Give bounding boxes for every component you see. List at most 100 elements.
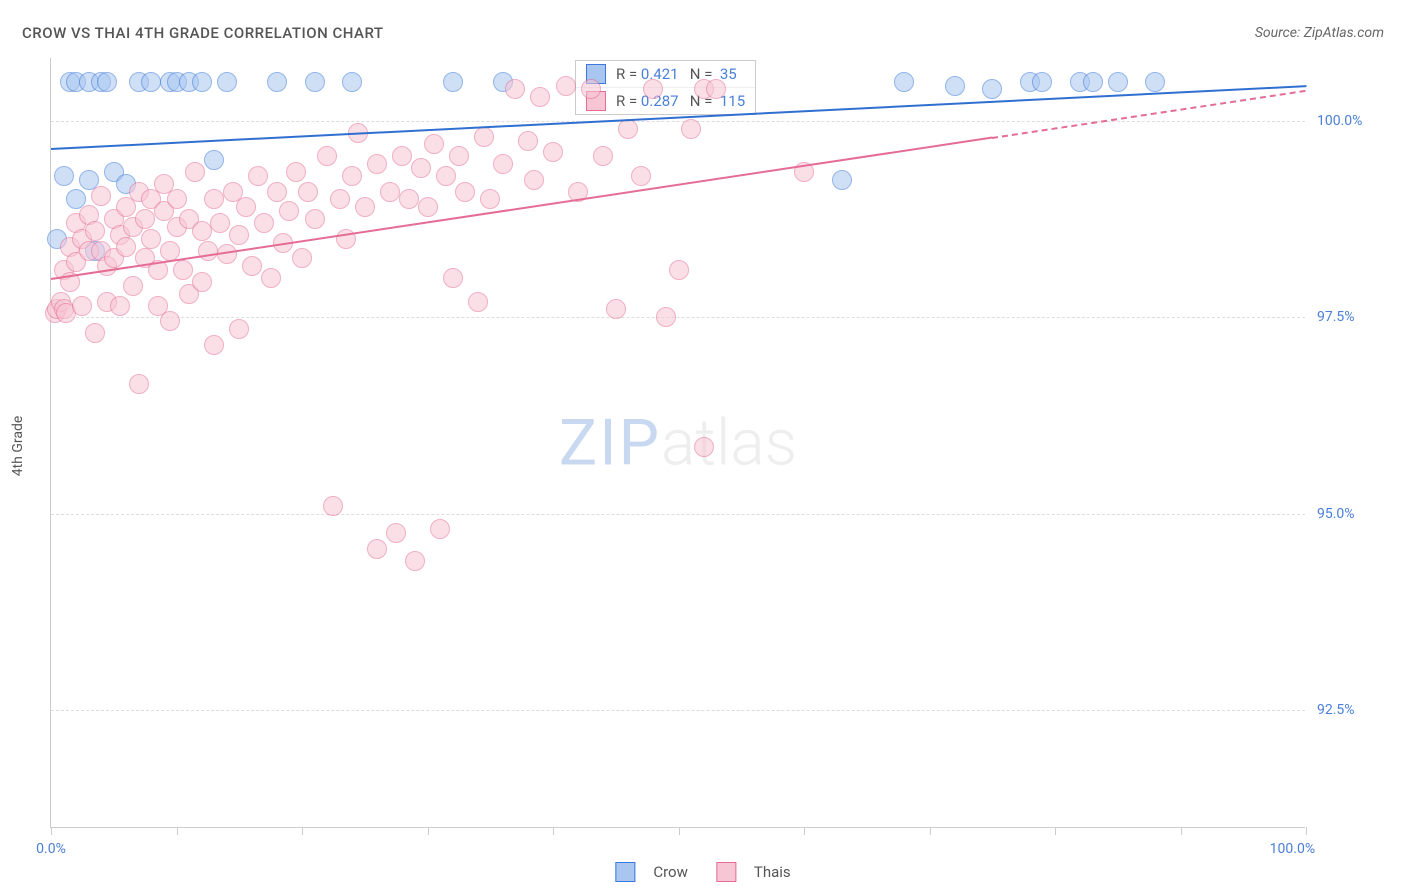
x-tick	[1306, 827, 1307, 835]
scatter-point-thais	[386, 523, 406, 543]
scatter-point-crow	[1145, 72, 1165, 92]
scatter-point-thais	[518, 131, 538, 151]
scatter-point-thais	[229, 319, 249, 339]
scatter-point-crow	[97, 72, 117, 92]
scatter-point-thais	[167, 189, 187, 209]
scatter-point-thais	[631, 166, 651, 186]
chart-source: Source: ZipAtlas.com	[1255, 25, 1384, 41]
legend-r-label: R =	[616, 65, 641, 83]
x-tick	[679, 827, 680, 835]
y-axis-label: 4th Grade	[10, 416, 26, 477]
legend-correlation-row: R = 0.421 N = 35	[576, 61, 755, 88]
scatter-point-thais	[85, 221, 105, 241]
scatter-point-thais	[192, 221, 212, 241]
x-tick	[51, 827, 52, 835]
scatter-point-crow	[1083, 72, 1103, 92]
scatter-point-thais	[242, 256, 262, 276]
gridline-h	[51, 121, 1305, 122]
legend-r-label: R =	[616, 92, 641, 110]
scatter-point-thais	[399, 189, 419, 209]
x-tick-label: 100.0%	[1270, 841, 1315, 857]
watermark: ZIPatlas	[559, 405, 797, 480]
watermark-zip: ZIP	[559, 405, 661, 480]
scatter-point-thais	[192, 272, 212, 292]
scatter-point-thais	[669, 260, 689, 280]
legend-correlation-row: R = 0.287 N = 115	[576, 88, 755, 114]
x-tick	[428, 827, 429, 835]
legend-series-item: Crow	[615, 862, 688, 882]
scatter-point-thais	[449, 146, 469, 166]
scatter-point-thais	[204, 189, 224, 209]
gridline-h	[51, 710, 1305, 711]
scatter-point-thais	[543, 142, 563, 162]
y-tick-label: 95.0%	[1317, 506, 1387, 522]
scatter-point-thais	[173, 260, 193, 280]
scatter-point-thais	[474, 127, 494, 147]
scatter-point-thais	[443, 268, 463, 288]
scatter-point-thais	[317, 146, 337, 166]
scatter-point-thais	[210, 213, 230, 233]
scatter-point-thais	[367, 154, 387, 174]
scatter-point-thais	[267, 182, 287, 202]
scatter-point-thais	[455, 182, 475, 202]
scatter-point-thais	[355, 197, 375, 217]
scatter-point-crow	[982, 79, 1002, 99]
scatter-point-thais	[556, 76, 576, 96]
scatter-point-crow	[443, 72, 463, 92]
scatter-point-thais	[342, 166, 362, 186]
chart-title: CROW VS THAI 4TH GRADE CORRELATION CHART	[22, 24, 384, 42]
chart-header: CROW VS THAI 4TH GRADE CORRELATION CHART…	[22, 18, 1384, 48]
scatter-point-thais	[198, 241, 218, 261]
trend-line-thais	[51, 137, 993, 280]
scatter-point-thais	[261, 268, 281, 288]
scatter-point-thais	[706, 79, 726, 99]
watermark-atlas: atlas	[661, 405, 797, 480]
legend-swatch	[716, 862, 736, 882]
x-tick	[1055, 827, 1056, 835]
scatter-point-thais	[524, 170, 544, 190]
scatter-point-thais	[380, 182, 400, 202]
scatter-point-thais	[405, 551, 425, 571]
scatter-point-thais	[204, 335, 224, 355]
scatter-point-thais	[135, 209, 155, 229]
y-tick-label: 92.5%	[1317, 702, 1387, 718]
scatter-point-crow	[54, 166, 74, 186]
scatter-point-thais	[91, 186, 111, 206]
scatter-point-thais	[229, 225, 249, 245]
scatter-point-thais	[468, 292, 488, 312]
scatter-point-thais	[185, 162, 205, 182]
legend-series-label: Thais	[754, 863, 791, 881]
scatter-point-thais	[643, 79, 663, 99]
scatter-point-crow	[342, 72, 362, 92]
scatter-point-thais	[392, 146, 412, 166]
scatter-point-crow	[192, 72, 212, 92]
scatter-point-thais	[279, 201, 299, 221]
scatter-point-crow	[1108, 72, 1128, 92]
scatter-point-crow	[305, 72, 325, 92]
scatter-point-thais	[123, 276, 143, 296]
plot-area: ZIPatlas R = 0.421 N = 35R = 0.287 N = 1…	[50, 58, 1305, 828]
scatter-point-thais	[116, 237, 136, 257]
legend-correlation: R = 0.421 N = 35R = 0.287 N = 115	[575, 60, 756, 115]
scatter-point-crow	[267, 72, 287, 92]
scatter-point-thais	[110, 296, 130, 316]
scatter-point-thais	[681, 119, 701, 139]
scatter-point-thais	[367, 539, 387, 559]
scatter-point-thais	[160, 311, 180, 331]
scatter-point-thais	[505, 79, 525, 99]
scatter-point-thais	[286, 162, 306, 182]
legend-swatch	[615, 862, 635, 882]
scatter-point-thais	[141, 229, 161, 249]
scatter-point-thais	[85, 323, 105, 343]
scatter-point-crow	[217, 72, 237, 92]
gridline-h	[51, 514, 1305, 515]
x-tick	[302, 827, 303, 835]
legend-series: Crow Thais	[615, 862, 790, 882]
x-tick	[177, 827, 178, 835]
scatter-point-thais	[656, 307, 676, 327]
scatter-point-thais	[424, 134, 444, 154]
x-tick	[553, 827, 554, 835]
x-tick	[1181, 827, 1182, 835]
scatter-point-thais	[606, 299, 626, 319]
scatter-point-thais	[298, 182, 318, 202]
